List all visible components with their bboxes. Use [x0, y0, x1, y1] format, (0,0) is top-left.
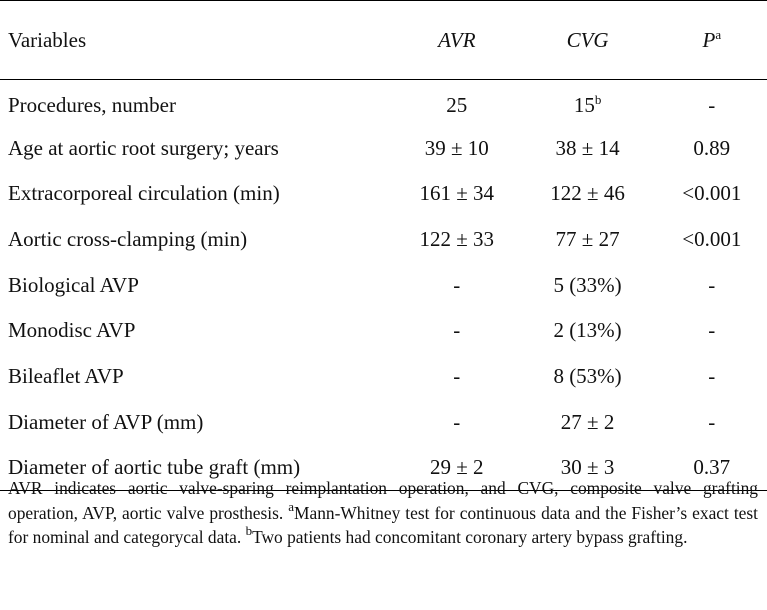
cell-variable: Procedures, number — [0, 80, 395, 126]
cell-p-value: - — [708, 272, 716, 297]
header-variables: Variables — [8, 27, 87, 52]
cell-variable: Bileaflet AVP — [0, 354, 395, 400]
cell-avr-value: - — [453, 318, 461, 343]
cell-variable: Biological AVP — [0, 262, 395, 308]
header-p: Pa — [657, 1, 767, 80]
cell-variable: Age at aortic root surgery; years — [0, 125, 395, 171]
cell-variable: Monodisc AVP — [0, 308, 395, 354]
header-p-label: P — [702, 27, 716, 52]
footnote-superscript-a: a — [288, 498, 295, 514]
cell-cvg-value: 2 (13%) — [553, 318, 622, 343]
cell-avr: 29 ± 2 — [395, 445, 518, 491]
cell-variable-value: Age at aortic root surgery; years — [8, 135, 279, 160]
cell-variable: Diameter of AVP (mm) — [0, 399, 395, 445]
cell-p-value: - — [708, 318, 716, 343]
cell-p: - — [657, 80, 767, 126]
cell-p: - — [657, 308, 767, 354]
cell-avr-value: 161 ± 34 — [419, 181, 495, 206]
cell-cvg-superscript: b — [594, 92, 602, 108]
cell-avr-value: 122 ± 33 — [419, 226, 495, 251]
cell-p: - — [657, 354, 767, 400]
cell-avr-value: - — [453, 363, 461, 388]
header-row: Variables AVR CVG Pa — [0, 0, 767, 80]
cell-avr-value: - — [453, 409, 461, 434]
table-row: Monodisc AVP - 2 (13%) - — [0, 308, 767, 354]
data-table: Variables AVR CVG Pa Procedures, number 2… — [0, 0, 767, 491]
cell-cvg: 77 ± 27 — [519, 217, 657, 263]
table-row: Extracorporeal circulation (min) 161 ± 34… — [0, 171, 767, 217]
cell-cvg: 38 ± 14 — [519, 125, 657, 171]
table-header: Variables AVR CVG Pa — [0, 0, 767, 80]
cell-avr-value: 29 ± 2 — [430, 455, 484, 480]
cell-avr: - — [395, 262, 518, 308]
cell-p: - — [657, 399, 767, 445]
table-row: Aortic cross-clamping (min) 122 ± 33 77 ± … — [0, 217, 767, 263]
cell-cvg: 27 ± 2 — [519, 399, 657, 445]
cell-cvg-value: 38 ± 14 — [555, 135, 620, 160]
cell-variable-value: Monodisc AVP — [8, 318, 136, 343]
cell-variable-value: Diameter of AVP (mm) — [8, 409, 204, 434]
header-cvg: CVG — [566, 27, 609, 52]
cell-variable-value: Extracorporeal circulation (min) — [8, 181, 280, 206]
cell-variable: Extracorporeal circulation (min) — [0, 171, 395, 217]
cell-avr: - — [395, 308, 518, 354]
header-avr: AVR — [438, 27, 476, 52]
cell-p: 0.89 — [657, 125, 767, 171]
cell-avr: 161 ± 34 — [395, 171, 518, 217]
table-row: Bileaflet AVP - 8 (53%) - — [0, 354, 767, 400]
cell-p-value: <0.001 — [682, 226, 742, 251]
cell-p-value: 0.89 — [693, 135, 731, 160]
cell-variable-value: Diameter of aortic tube graft (mm) — [8, 455, 301, 480]
cell-variable-value: Biological AVP — [8, 272, 139, 297]
header-p-superscript: a — [715, 26, 722, 42]
cell-avr: 25 — [395, 80, 518, 126]
cell-cvg: 15b — [519, 80, 657, 126]
cell-cvg: 30 ± 3 — [519, 445, 657, 491]
cell-cvg: 5 (33%) — [519, 262, 657, 308]
cell-p-value: - — [708, 363, 716, 388]
cell-variable: Aortic cross-clamping (min) — [0, 217, 395, 263]
cell-cvg-value: 8 (53%) — [553, 363, 622, 388]
cell-variable-value: Procedures, number — [8, 93, 176, 118]
cell-cvg: 8 (53%) — [519, 354, 657, 400]
cell-p-value: - — [708, 409, 716, 434]
cell-avr-value: 25 — [446, 93, 468, 118]
cell-cvg: 122 ± 46 — [519, 171, 657, 217]
footnote-text-1: AVR indicates aortic valve-sparing reimp… — [8, 478, 758, 523]
footnote-superscript-b: b — [245, 523, 253, 538]
cell-avr: - — [395, 354, 518, 400]
cell-avr: 122 ± 33 — [395, 217, 518, 263]
cell-p: <0.001 — [657, 171, 767, 217]
table-row: Age at aortic root surgery; years 39 ± 10… — [0, 125, 767, 171]
cell-variable-value: Bileaflet AVP — [8, 363, 124, 388]
cell-avr-value: 39 ± 10 — [424, 135, 489, 160]
cell-cvg-value: 30 ± 3 — [560, 455, 615, 480]
cell-p: - — [657, 262, 767, 308]
cell-p: 0.37 — [657, 445, 767, 491]
cell-cvg-value: 77 ± 27 — [555, 226, 620, 251]
cell-cvg-value: 27 ± 2 — [560, 409, 615, 434]
cell-cvg: 2 (13%) — [519, 308, 657, 354]
table-row: Biological AVP - 5 (33%) - — [0, 262, 767, 308]
cell-avr-value: - — [453, 272, 461, 297]
cell-cvg-value: 122 ± 46 — [550, 181, 625, 206]
cell-avr: 39 ± 10 — [395, 125, 518, 171]
table-row: Diameter of AVP (mm) - 27 ± 2 - — [0, 399, 767, 445]
cell-cvg-value: 5 (33%) — [553, 272, 622, 297]
cell-variable: Diameter of aortic tube graft (mm) — [0, 445, 395, 491]
cell-p: <0.001 — [657, 217, 767, 263]
cell-p-value: 0.37 — [693, 455, 731, 480]
cell-variable-value: Aortic cross-clamping (min) — [8, 226, 248, 251]
table-footnote: AVR indicates aortic valve-sparing reimp… — [8, 476, 758, 550]
table-row: Diameter of aortic tube graft (mm) 29 ± 2… — [0, 445, 767, 491]
footnote-text-3: Two patients had concomitant coronary ar… — [252, 527, 688, 547]
cell-p-value: - — [708, 93, 716, 118]
cell-cvg-value: 15 — [573, 93, 595, 118]
table-body: Procedures, number 25 15b - Age at aortic ro… — [0, 80, 767, 491]
cell-avr: - — [395, 399, 518, 445]
table-row: Procedures, number 25 15b - — [0, 80, 767, 126]
footnote-text-2: Mann-Whitney test for continuous data an… — [8, 502, 758, 548]
cell-p-value: <0.001 — [682, 181, 742, 206]
